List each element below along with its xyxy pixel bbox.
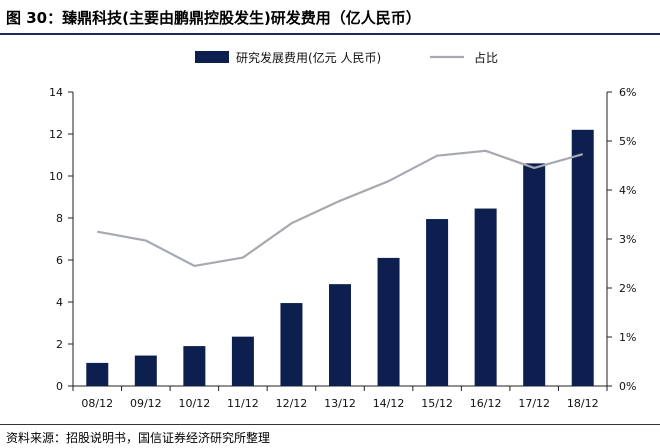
y-left-tick-label: 12 <box>49 128 63 141</box>
y-right-tick-label: 0% <box>619 380 636 393</box>
chart-svg: 研究发展费用(亿元 人民币) 占比 0 2 4 6 8 10 12 14 0% 1% 2% 3% 4% 5%… <box>49 50 636 410</box>
bar <box>183 346 206 386</box>
y-right-tick-label: 5% <box>619 135 636 148</box>
x-tick-label: 18/12 <box>567 397 599 410</box>
y-right-tick-label: 4% <box>619 184 636 197</box>
x-tick-label: 11/12 <box>227 397 259 410</box>
bar <box>86 362 109 386</box>
bar <box>523 163 546 386</box>
y-left-tick-label: 14 <box>49 86 63 99</box>
chart-legend: 研究发展费用(亿元 人民币) 占比 <box>195 50 498 65</box>
bar <box>426 219 449 386</box>
y-right-tick-label: 1% <box>619 331 636 344</box>
line-series <box>97 149 583 267</box>
bar-series <box>86 129 594 387</box>
source-note: 资料来源：招股说明书，国信证券经济研究所整理 <box>6 431 271 445</box>
bar <box>377 257 400 386</box>
y-left-tick-label: 4 <box>56 296 63 309</box>
title-divider <box>0 33 660 35</box>
x-tick-label: 13/12 <box>324 397 356 410</box>
legend-line-label: 占比 <box>474 50 498 65</box>
x-tick-label: 08/12 <box>81 397 113 410</box>
bar <box>571 129 594 387</box>
chart-area: 研究发展费用(亿元 人民币) 占比 0 2 4 6 8 10 12 14 0% 1% 2% 3% 4% 5%… <box>0 35 660 422</box>
x-tick-label: 10/12 <box>179 397 211 410</box>
x-axis-labels: 08/12 09/12 10/12 11/12 12/12 13/12 14/12 15/12… <box>81 397 598 410</box>
x-tick-label: 16/12 <box>470 397 502 410</box>
bar <box>280 303 303 386</box>
bar <box>134 355 157 386</box>
footer-divider <box>0 424 660 425</box>
bar <box>329 284 351 386</box>
y-right-tick-label: 3% <box>619 233 636 246</box>
y-right-tick-label: 2% <box>619 282 636 295</box>
chart-axes: 0 2 4 6 8 10 12 14 0% 1% 2% 3% 4% 5% 6% <box>49 86 636 393</box>
x-tick-label: 15/12 <box>421 397 453 410</box>
legend-bar-swatch <box>195 51 229 63</box>
x-tick-label: 09/12 <box>130 397 162 410</box>
y-left-tick-label: 8 <box>56 212 63 225</box>
legend-bar-label: 研究发展费用(亿元 人民币) <box>236 50 381 65</box>
y-left-tick-label: 10 <box>49 170 63 183</box>
x-tick-label: 12/12 <box>276 397 308 410</box>
bar <box>474 208 497 386</box>
figure-title: 图 30：臻鼎科技(主要由鹏鼎控股发生)研发费用（亿人民币） <box>6 9 421 27</box>
y-right-tick-label: 6% <box>619 86 636 99</box>
y-left-tick-label: 0 <box>56 380 63 393</box>
bar <box>231 336 254 386</box>
y-left-tick-label: 6 <box>56 254 63 267</box>
x-tick-label: 17/12 <box>518 397 550 410</box>
y-left-tick-label: 2 <box>56 338 63 351</box>
line-series-path <box>97 149 583 267</box>
x-tick-label: 14/12 <box>373 397 405 410</box>
figure-header: 图 30：臻鼎科技(主要由鹏鼎控股发生)研发费用（亿人民币） <box>0 0 660 33</box>
